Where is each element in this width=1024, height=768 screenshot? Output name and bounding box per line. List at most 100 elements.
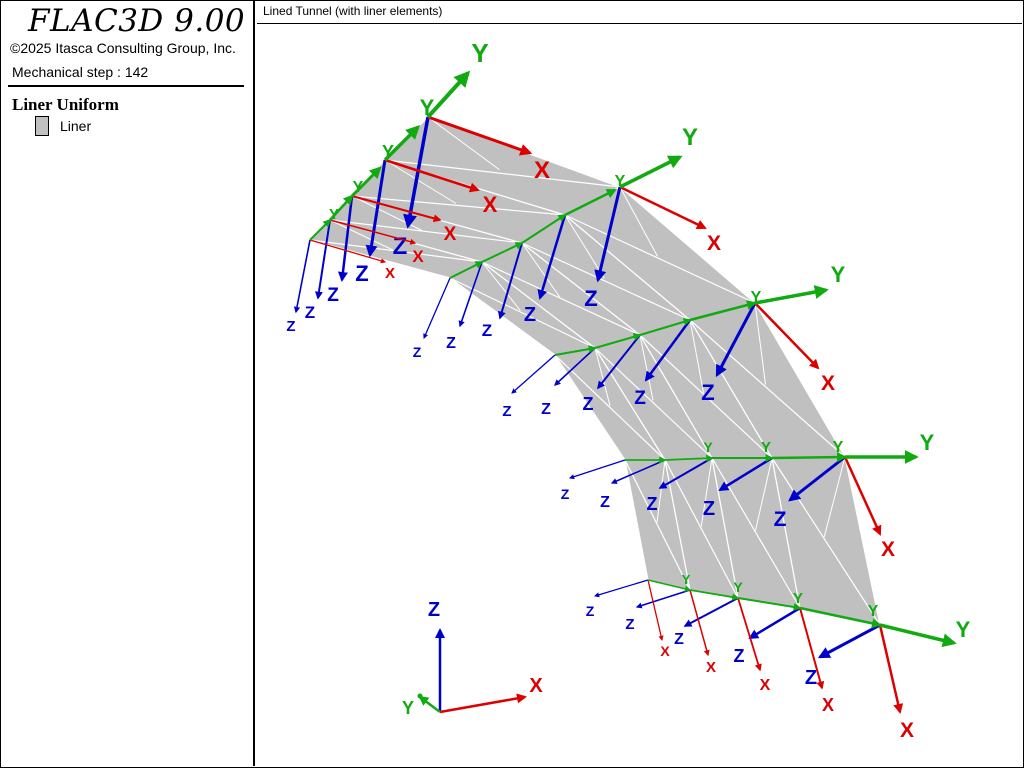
z-axis-label: Z	[703, 498, 715, 520]
liner-edge	[384, 159, 457, 204]
x-axis-arrow	[309, 239, 386, 264]
z-axis-arrow	[569, 459, 626, 480]
liner-edge	[755, 457, 773, 531]
liner-edge	[564, 214, 756, 304]
y-axis-label: Y	[831, 262, 846, 287]
y-axis-arrow	[737, 597, 802, 611]
y-axis-arrow	[594, 332, 642, 349]
z-axis-arrow	[423, 277, 451, 339]
z-axis-arrow	[597, 334, 641, 390]
x-axis-arrow	[647, 579, 664, 642]
z-axis-label: Z	[625, 616, 634, 633]
y-axis-arrow	[564, 188, 617, 217]
y-axis-arrow	[481, 242, 524, 263]
x-axis-label: X	[534, 157, 550, 184]
y-axis-arrow	[449, 261, 484, 279]
y-axis-label: Y	[751, 289, 762, 306]
y-axis-arrow	[647, 579, 692, 592]
z-axis-arrow	[718, 456, 773, 492]
y-axis-label: Y	[733, 579, 743, 595]
y-axis-label: Y	[956, 617, 971, 642]
z-axis-label: Z	[774, 508, 787, 531]
y-axis-label: Y	[402, 698, 414, 718]
y-axis-label: Y	[382, 142, 394, 162]
z-axis-arrow	[337, 195, 354, 282]
y-axis-arrow	[799, 606, 882, 629]
z-axis-label: Z	[734, 646, 745, 666]
z-axis-arrow	[683, 597, 739, 627]
liner-edge	[384, 159, 621, 188]
y-axis-arrow	[689, 589, 740, 601]
z-axis-label: Z	[701, 380, 714, 405]
y-axis-label: Y	[761, 439, 771, 456]
z-axis-label: Z	[305, 303, 315, 322]
y-axis-label: Y	[329, 206, 339, 223]
y-axis-arrow	[879, 623, 957, 648]
z-axis-arrow	[715, 302, 757, 378]
z-axis-label: Z	[502, 403, 511, 420]
mechanical-step: Mechanical step : 142	[12, 64, 149, 80]
z-axis-label: Z	[674, 631, 684, 648]
z-axis-label: Z	[805, 667, 817, 689]
x-axis-label: X	[881, 538, 895, 561]
y-axis-arrow	[383, 125, 420, 162]
liner-edge	[771, 457, 881, 626]
x-axis-arrow	[619, 185, 707, 230]
z-axis-arrow	[458, 261, 483, 328]
z-axis-label: Z	[647, 494, 658, 514]
y-axis-arrow	[771, 452, 847, 463]
liner-edge	[481, 261, 521, 312]
copyright-text: ©2025 Itasca Consulting Group, Inc.	[10, 40, 236, 56]
x-axis-arrow	[689, 589, 710, 657]
z-axis-label: Z	[413, 344, 422, 360]
z-axis-arrow	[610, 459, 666, 484]
tunnel-liner-diagram: ZZZZZZZZZZZZZZZZZZZZZZZZZZXXXXXXXXXXXXXX…	[286, 38, 971, 742]
x-axis-arrow	[384, 158, 480, 193]
legend-heading: Liner Uniform	[12, 95, 119, 114]
x-axis-label: X	[412, 247, 424, 266]
y-axis-arrow	[689, 300, 757, 322]
x-axis-label: X	[821, 372, 835, 395]
liner-edge	[309, 239, 483, 263]
liner-edge	[329, 219, 394, 251]
z-axis-label: Z	[583, 394, 594, 414]
z-axis-label: Z	[428, 599, 440, 621]
z-axis-arrow	[497, 242, 523, 320]
y-axis-label: Y	[353, 179, 364, 196]
liner-swatch	[35, 116, 49, 136]
y-axis-label: Y	[868, 603, 879, 620]
z-axis-arrow	[315, 219, 331, 300]
x-axis-label: X	[900, 719, 914, 742]
x-axis-arrow	[439, 693, 527, 714]
x-axis-arrow	[427, 115, 533, 156]
y-axis-arrow	[309, 218, 332, 241]
z-axis-arrow	[817, 623, 881, 659]
x-axis-arrow	[351, 195, 442, 223]
y-axis-label: Y	[920, 430, 935, 455]
z-axis-label: Z	[355, 261, 368, 286]
liner-edge	[639, 334, 654, 401]
plot-title-bar: Lined Tunnel (with liner elements)	[257, 0, 1022, 24]
x-axis-label: X	[660, 643, 670, 659]
y-axis-arrow	[554, 345, 597, 356]
z-axis-label: Z	[524, 304, 536, 326]
y-axis-arrow	[664, 454, 714, 462]
z-axis-arrow	[537, 214, 567, 300]
liner-edge	[564, 214, 605, 279]
z-axis-arrow	[554, 347, 596, 386]
liner-edge	[664, 459, 739, 599]
liner-edge	[521, 242, 561, 298]
z-axis-label: Z	[286, 318, 295, 335]
z-axis-arrow	[748, 606, 801, 640]
liner-edge	[594, 347, 611, 406]
z-axis-label: Z	[634, 388, 646, 409]
y-axis-arrow	[521, 214, 567, 244]
z-axis-arrow	[658, 457, 713, 489]
z-axis-arrow	[293, 239, 311, 314]
x-axis-label: X	[760, 677, 771, 694]
z-axis-label: Z	[327, 285, 339, 306]
legend-divider	[8, 85, 244, 87]
z-axis-label: Z	[584, 286, 597, 311]
liner-edge	[639, 334, 773, 459]
